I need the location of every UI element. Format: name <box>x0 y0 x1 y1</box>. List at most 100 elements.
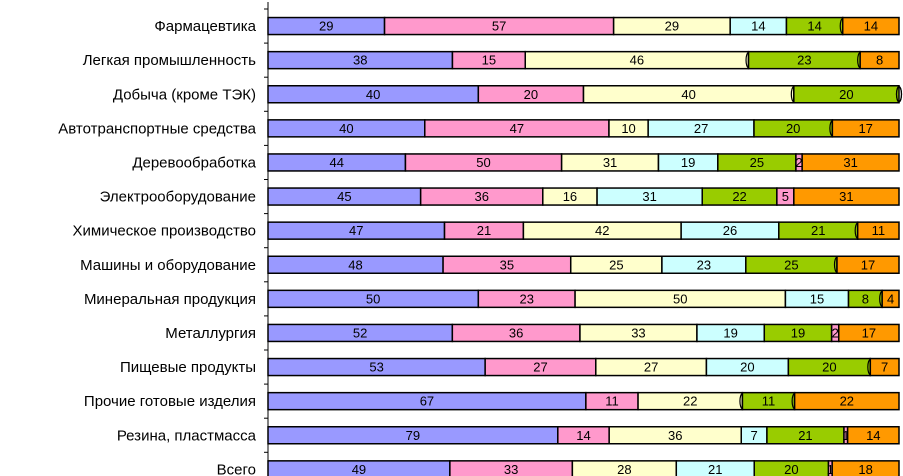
bar-value-label: 40 <box>339 121 353 136</box>
bar-value-label: 31 <box>642 189 656 204</box>
category-label: Добыча (кроме ТЭК) <box>113 86 256 103</box>
bar-value-label: 1 <box>842 428 849 443</box>
bar-value-label: 7 <box>881 360 888 375</box>
bar-value-label: 17 <box>861 257 875 272</box>
bar-segment <box>831 119 900 138</box>
bar-segment <box>837 323 900 343</box>
bar-value-label: 22 <box>732 189 746 204</box>
bar-value-label: 25 <box>784 257 798 272</box>
bar-segment <box>841 16 900 36</box>
bar-segment <box>831 460 900 476</box>
bar-value-label: 40 <box>681 87 695 102</box>
category-labels: Фармацевтика Легкая промышленность Добыча … <box>58 18 256 476</box>
bar-value-label: 49 <box>352 462 366 476</box>
bar-value-label: 1 <box>827 462 834 476</box>
bar-value-label: 19 <box>681 155 695 170</box>
bar-value-label: 14 <box>576 428 590 443</box>
bar-value-label: 5 <box>782 189 789 204</box>
bar-value-label: 20 <box>839 87 853 102</box>
bar-value-label: 2 <box>795 155 802 170</box>
bar-value-label: 14 <box>866 428 880 443</box>
bar-value-label: 19 <box>723 325 737 340</box>
bar-value-label: 17 <box>858 121 872 136</box>
bar-value-label: 46 <box>630 53 644 68</box>
bar-value-label: 44 <box>329 155 343 170</box>
zero-marker <box>895 86 903 103</box>
category-label: Автотранспортные средства <box>58 120 256 137</box>
bar-value-label: 17 <box>862 325 876 340</box>
bar-segment <box>869 357 900 377</box>
bar-value-label: 8 <box>876 53 883 68</box>
bar-segment <box>846 426 900 445</box>
category-label: Деревообработка <box>132 154 256 171</box>
bar-value-label: 21 <box>477 223 491 238</box>
bar-value-label: 22 <box>683 394 697 409</box>
bar-value-label: 15 <box>482 53 496 68</box>
bar-value-label: 47 <box>349 223 363 238</box>
bar-value-label: 20 <box>524 87 538 102</box>
bar-value-label: 29 <box>665 19 679 34</box>
bar-value-label: 52 <box>353 325 367 340</box>
bar-value-label: 15 <box>810 291 824 306</box>
category-label: Резина, пластмасса <box>117 427 257 444</box>
bar-value-label: 23 <box>797 53 811 68</box>
bar-value-label: 79 <box>406 428 420 443</box>
bar-value-label: 4 <box>887 291 894 306</box>
bar-value-label: 35 <box>500 257 514 272</box>
bar-value-label: 27 <box>694 121 708 136</box>
bar-value-label: 26 <box>723 223 737 238</box>
bar-segment <box>836 255 900 274</box>
bar-value-label: 48 <box>348 257 362 272</box>
category-label: Химическое производство <box>73 223 256 240</box>
bar-value-label: 2 <box>832 325 839 340</box>
bar-value-label: 16 <box>563 189 577 204</box>
bar-value-label: 50 <box>366 291 380 306</box>
bar-value-label: 31 <box>843 155 857 170</box>
bar-value-label: 53 <box>369 360 383 375</box>
bar-value-label: 14 <box>751 19 765 34</box>
bar-value-label: 21 <box>798 428 812 443</box>
bar-value-label: 45 <box>337 189 351 204</box>
category-label: Минеральная продукция <box>84 291 256 308</box>
category-label: Машины и оборудование <box>80 257 256 274</box>
bar-segment <box>793 391 900 411</box>
bar-segment <box>793 85 900 104</box>
bar-segment <box>856 221 900 240</box>
category-label: Фармацевтика <box>154 18 256 35</box>
bar-value-label: 22 <box>840 394 854 409</box>
category-label: Металлургия <box>165 325 256 342</box>
bar-value-label: 11 <box>872 223 886 238</box>
bar-value-label: 33 <box>504 462 518 476</box>
bar-segment <box>859 50 900 70</box>
category-label: Легкая промышленность <box>83 52 256 69</box>
bar-value-label: 27 <box>533 360 547 375</box>
bar-value-label: 19 <box>791 325 805 340</box>
bar-value-label: 23 <box>697 257 711 272</box>
bar-segment <box>793 187 900 206</box>
bar-value-label: 57 <box>492 19 506 34</box>
bar-value-label: 36 <box>474 189 488 204</box>
bar-value-label: 67 <box>420 394 434 409</box>
bar-value-label: 36 <box>509 325 523 340</box>
bar-value-label: 21 <box>811 223 825 238</box>
bar-value-label: 14 <box>864 19 878 34</box>
bar-value-label: 25 <box>750 155 764 170</box>
bar-value-label: 29 <box>319 19 333 34</box>
bar-value-label: 31 <box>839 189 853 204</box>
category-label: Всего <box>217 461 256 476</box>
bar-value-label: 14 <box>807 19 821 34</box>
bar-value-label: 21 <box>708 462 722 476</box>
bar-value-label: 20 <box>784 462 798 476</box>
bar-value-label: 33 <box>631 325 645 340</box>
category-axis <box>264 2 269 474</box>
bar-value-label: 40 <box>366 87 380 102</box>
bar-value-label: 25 <box>609 257 623 272</box>
category-label: Электрооборудование <box>100 189 256 206</box>
category-label: Пищевые продукты <box>120 359 256 376</box>
bar-value-label: 11 <box>762 394 776 409</box>
bar-value-label: 7 <box>750 428 757 443</box>
bar-value-label: 50 <box>476 155 490 170</box>
bar-value-label: 20 <box>786 121 800 136</box>
